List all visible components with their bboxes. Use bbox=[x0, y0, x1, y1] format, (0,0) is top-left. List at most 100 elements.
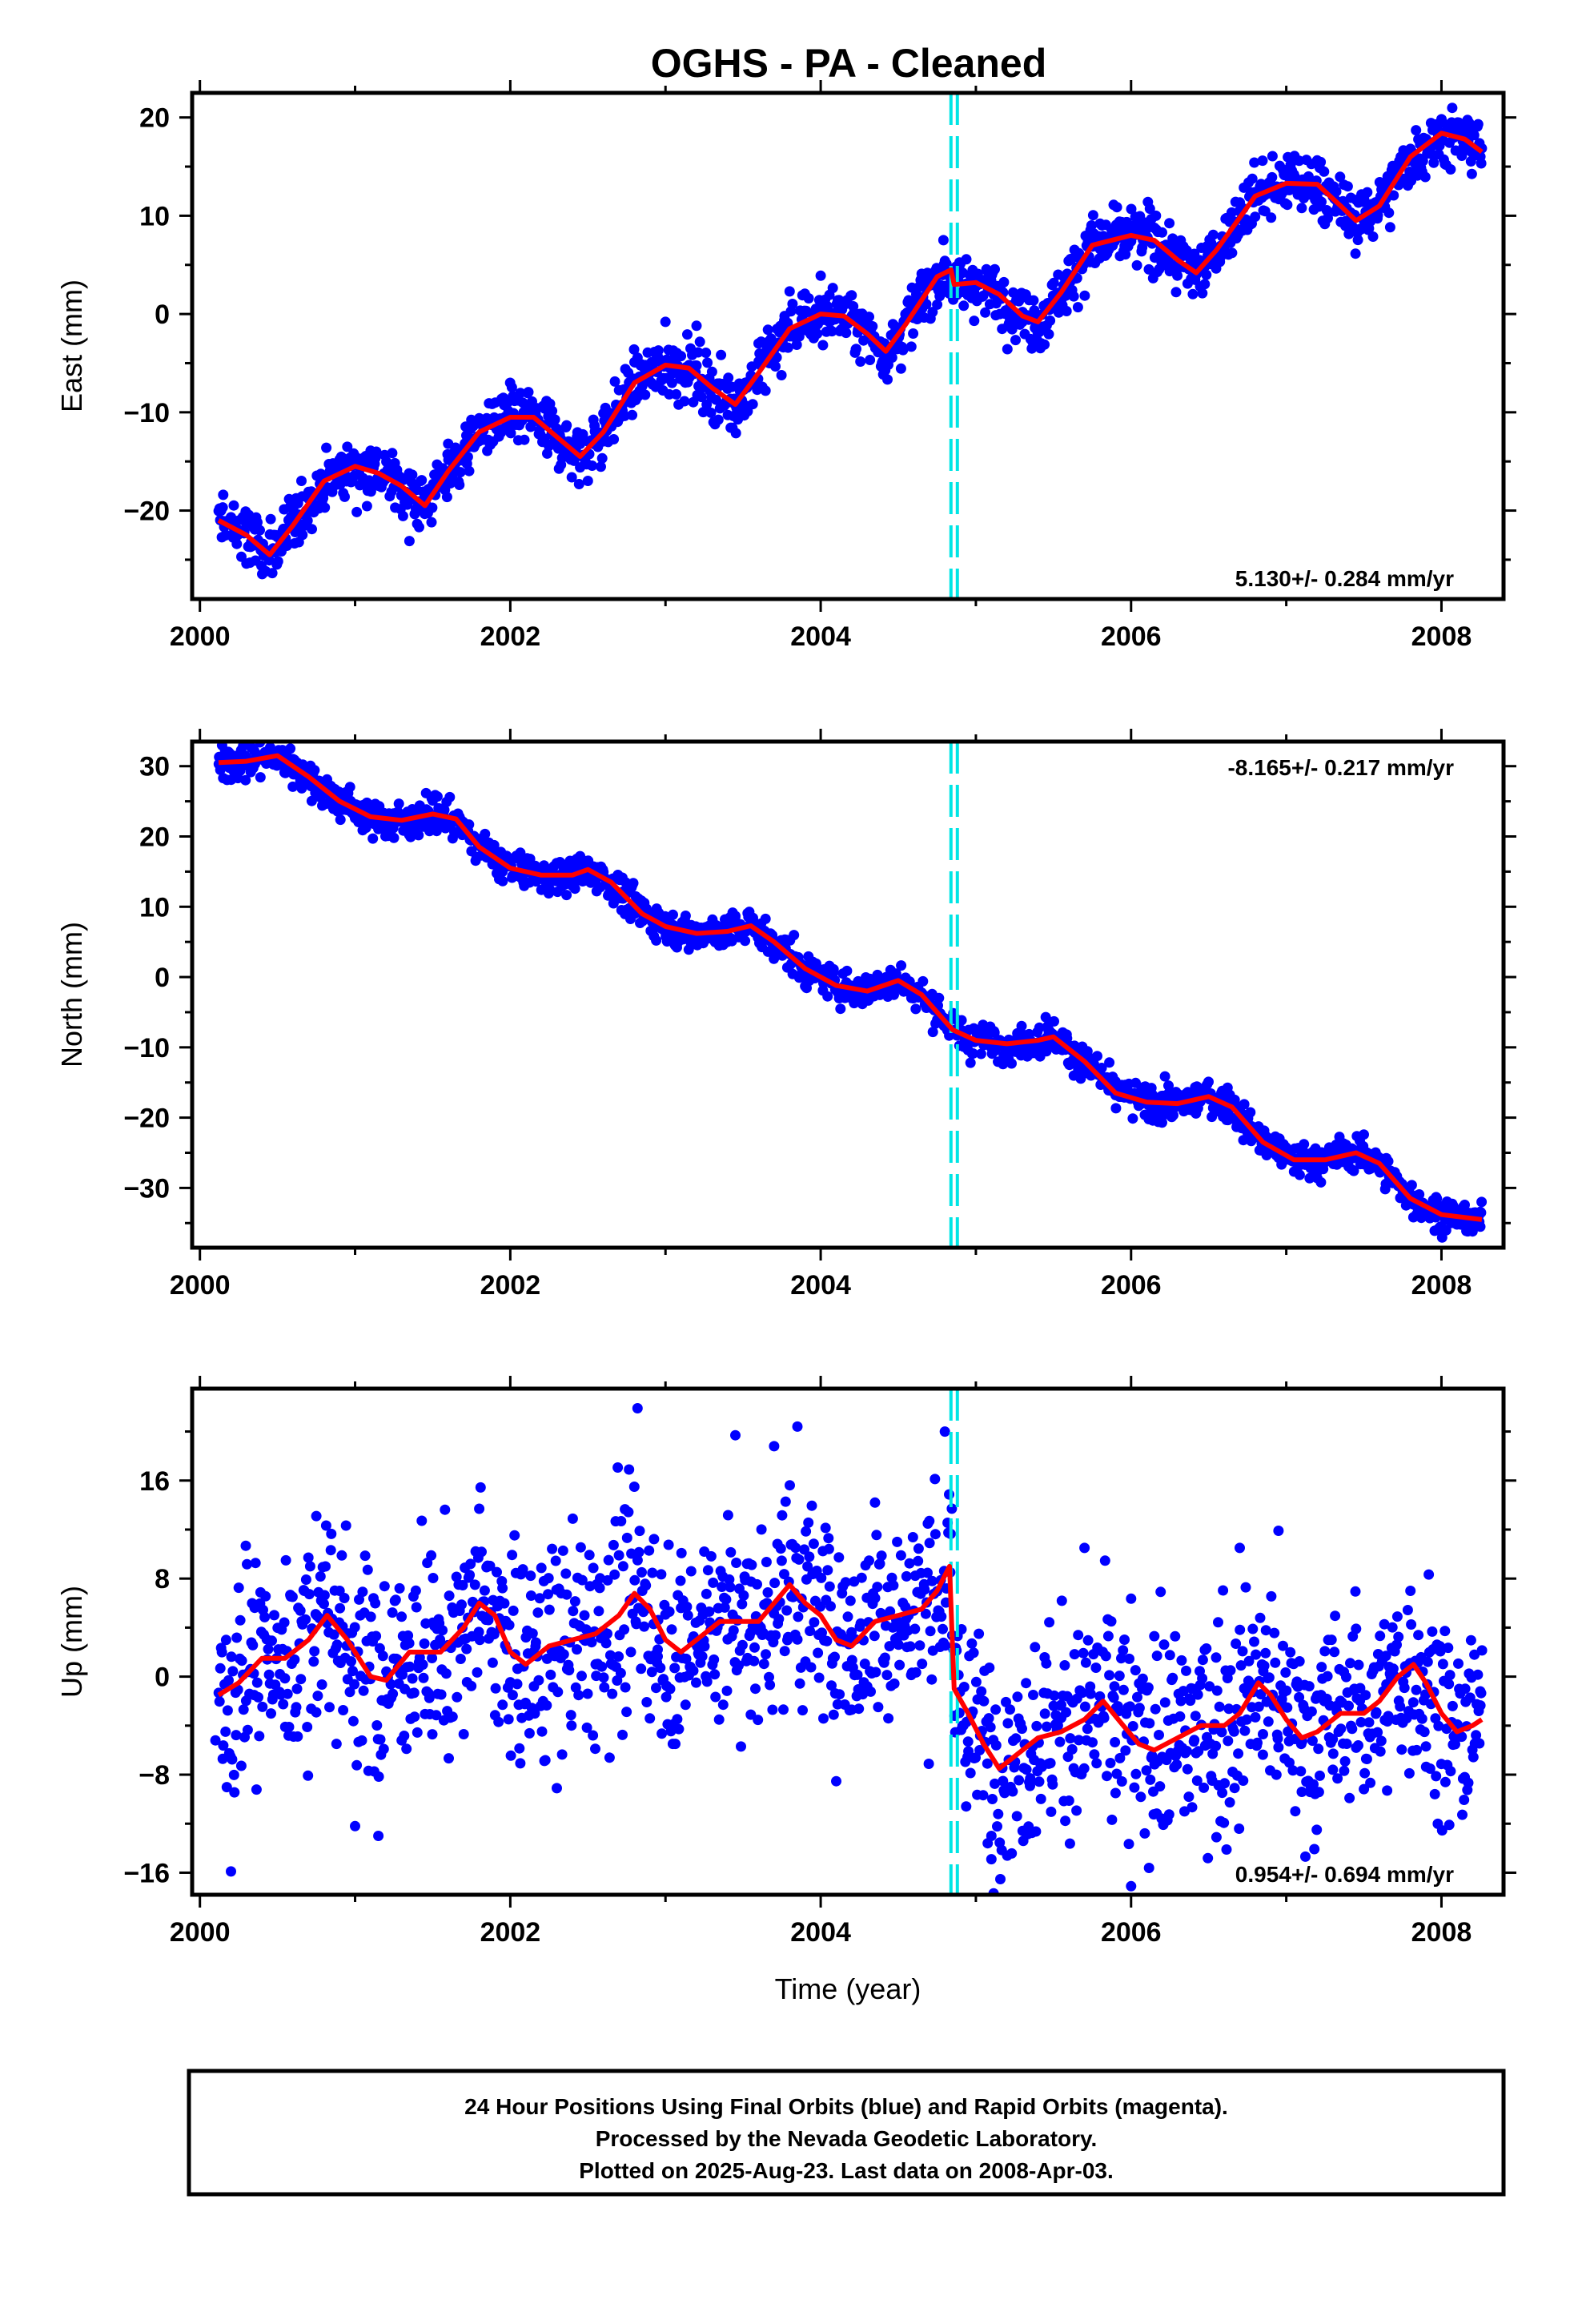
up-data-point bbox=[688, 1665, 699, 1676]
up-data-point bbox=[1341, 1671, 1351, 1683]
up-data-point bbox=[794, 1678, 805, 1689]
up-data-point bbox=[1080, 1657, 1091, 1668]
up-x-tick-label: 2004 bbox=[790, 1917, 851, 1948]
up-data-point bbox=[762, 1587, 773, 1598]
east-data-point bbox=[1227, 247, 1238, 259]
up-data-point bbox=[924, 1515, 935, 1526]
up-data-point bbox=[792, 1421, 803, 1432]
east-data-point bbox=[846, 290, 857, 301]
east-data-point bbox=[506, 382, 517, 393]
up-data-point bbox=[974, 1628, 985, 1639]
up-data-point bbox=[1071, 1805, 1082, 1816]
up-data-point bbox=[1211, 1831, 1222, 1843]
up-data-point bbox=[986, 1854, 997, 1865]
east-data-point bbox=[464, 465, 475, 476]
up-data-point bbox=[278, 1699, 289, 1710]
east-plot-area bbox=[213, 93, 1488, 599]
up-data-point bbox=[227, 1754, 238, 1765]
east-x-tick-label: 2002 bbox=[480, 621, 541, 652]
up-data-point bbox=[1213, 1617, 1223, 1628]
up-data-point bbox=[682, 1610, 693, 1621]
up-data-point bbox=[593, 1606, 604, 1617]
up-data-point bbox=[1059, 1660, 1070, 1671]
up-data-point bbox=[573, 1690, 584, 1701]
up-data-point bbox=[1085, 1688, 1096, 1699]
up-data-point bbox=[869, 1630, 880, 1642]
up-data-point bbox=[833, 1552, 845, 1563]
up-data-point bbox=[917, 1659, 928, 1670]
up-data-point bbox=[263, 1643, 274, 1655]
up-data-point bbox=[1041, 1658, 1052, 1669]
north-data-point bbox=[431, 826, 442, 837]
up-data-point bbox=[1456, 1731, 1468, 1743]
up-data-point bbox=[1316, 1662, 1327, 1673]
up-data-point bbox=[1185, 1695, 1196, 1707]
east-data-point bbox=[265, 513, 276, 525]
up-data-point bbox=[586, 1637, 597, 1648]
up-data-point bbox=[1186, 1802, 1198, 1813]
up-data-point bbox=[1459, 1795, 1470, 1805]
east-data-point bbox=[596, 452, 608, 464]
north-y-tick-label: −20 bbox=[123, 1104, 170, 1134]
north-data-point bbox=[1168, 1110, 1178, 1120]
up-data-point bbox=[731, 1558, 742, 1568]
east-data-point bbox=[1428, 157, 1439, 168]
north-data-point bbox=[287, 781, 299, 792]
up-data-point bbox=[725, 1546, 737, 1558]
up-data-point bbox=[428, 1573, 439, 1583]
east-y-tick-label: 10 bbox=[139, 201, 170, 231]
up-data-point bbox=[358, 1685, 369, 1696]
north-data-point bbox=[1245, 1107, 1256, 1118]
east-data-point bbox=[694, 336, 705, 348]
up-data-point bbox=[550, 1555, 561, 1566]
up-data-point bbox=[487, 1657, 498, 1668]
north-data-point bbox=[1104, 1057, 1115, 1068]
east-data-point bbox=[693, 347, 704, 358]
up-data-point bbox=[543, 1573, 554, 1584]
up-data-point bbox=[1235, 1660, 1247, 1671]
up-data-point bbox=[347, 1715, 359, 1727]
up-data-point bbox=[781, 1605, 793, 1616]
north-data-point bbox=[740, 935, 751, 947]
up-data-point bbox=[946, 1503, 958, 1514]
up-data-point bbox=[566, 1720, 577, 1731]
up-data-point bbox=[263, 1669, 275, 1680]
up-data-point bbox=[1056, 1699, 1066, 1711]
up-data-point bbox=[1241, 1714, 1252, 1725]
up-data-point bbox=[319, 1590, 330, 1601]
up-data-point bbox=[881, 1670, 893, 1681]
up-data-point bbox=[533, 1675, 544, 1686]
up-data-point bbox=[1181, 1665, 1191, 1676]
up-y-tick-label: 16 bbox=[139, 1466, 170, 1497]
up-data-point bbox=[404, 1661, 416, 1672]
up-data-point bbox=[303, 1770, 314, 1781]
up-data-point bbox=[499, 1598, 510, 1609]
up-data-point bbox=[1251, 1649, 1262, 1660]
up-data-point bbox=[315, 1571, 326, 1582]
up-data-point bbox=[223, 1675, 234, 1686]
up-data-point bbox=[377, 1651, 388, 1662]
up-data-point bbox=[1287, 1765, 1299, 1776]
up-data-point bbox=[231, 1730, 242, 1741]
east-data-point bbox=[1267, 171, 1278, 183]
up-data-point bbox=[750, 1683, 761, 1695]
up-data-point bbox=[869, 1497, 881, 1508]
up-data-point bbox=[806, 1500, 817, 1511]
east-data-point bbox=[652, 345, 664, 356]
up-data-point bbox=[1224, 1797, 1235, 1808]
up-data-point bbox=[390, 1594, 401, 1606]
up-data-point bbox=[805, 1626, 816, 1637]
up-data-point bbox=[1175, 1695, 1186, 1707]
up-data-point bbox=[1435, 1646, 1446, 1657]
up-data-point bbox=[1090, 1663, 1102, 1673]
up-data-point bbox=[1199, 1782, 1210, 1793]
up-data-point bbox=[633, 1546, 644, 1558]
up-data-point bbox=[334, 1586, 345, 1596]
up-data-point bbox=[940, 1640, 951, 1651]
up-data-point bbox=[1269, 1627, 1280, 1638]
north-y-tick-label: 0 bbox=[155, 963, 170, 993]
east-data-point bbox=[307, 524, 317, 535]
up-data-point bbox=[1021, 1764, 1032, 1775]
up-data-point bbox=[1271, 1769, 1282, 1780]
up-data-point bbox=[302, 1722, 313, 1732]
